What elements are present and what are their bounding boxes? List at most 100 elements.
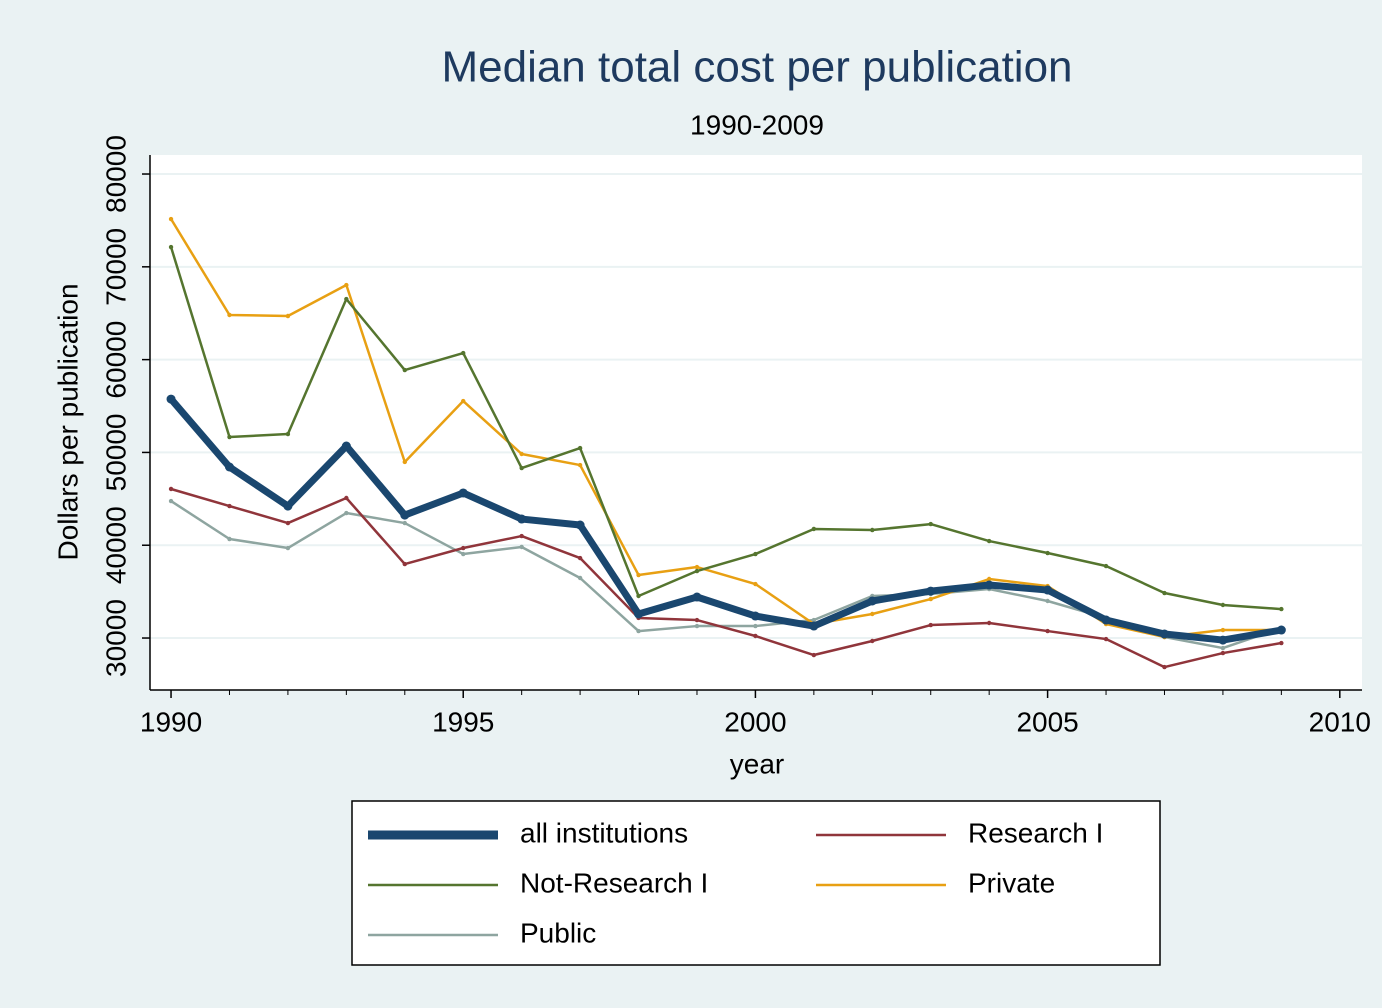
x-tick-label: 2000 [724, 706, 786, 737]
point [1159, 629, 1169, 639]
point [1103, 636, 1109, 642]
point [811, 617, 817, 623]
point [227, 536, 232, 542]
x-tick-label: 2010 [1309, 706, 1371, 737]
point [1162, 664, 1167, 670]
point [285, 520, 291, 526]
point [168, 244, 174, 250]
point [750, 611, 760, 621]
point [694, 617, 700, 623]
point [986, 538, 992, 544]
point [1045, 628, 1050, 634]
point [519, 544, 524, 550]
point [1045, 598, 1050, 604]
point [344, 282, 349, 288]
point [1276, 625, 1286, 635]
point [519, 465, 524, 471]
point [344, 510, 349, 516]
y-tick-label: 80000 [100, 135, 131, 213]
y-tick-label: 50000 [100, 413, 131, 491]
point [1220, 650, 1226, 656]
point [1218, 635, 1228, 645]
point [809, 621, 819, 631]
x-tick-label: 2005 [1016, 706, 1078, 737]
legend-label: Not-Research I [520, 867, 708, 898]
y-tick-label: 60000 [100, 321, 131, 399]
point [168, 216, 174, 222]
point [285, 313, 291, 319]
point [341, 441, 351, 451]
x-tick-label: 1995 [432, 706, 494, 737]
point [867, 596, 877, 606]
y-tick-label: 40000 [100, 506, 131, 584]
plot-region [150, 155, 1362, 690]
point [870, 527, 875, 533]
point [753, 623, 758, 629]
point [344, 495, 349, 501]
point [636, 628, 641, 634]
point [1103, 563, 1109, 569]
point [461, 545, 466, 551]
legend-box [351, 800, 1161, 966]
point [461, 551, 466, 557]
point [692, 592, 702, 602]
point [694, 623, 700, 629]
point [227, 312, 232, 318]
point [986, 576, 992, 582]
series-line [170, 487, 1282, 669]
legend-label: Public [520, 917, 596, 948]
point [402, 367, 407, 373]
point [517, 514, 527, 524]
point [575, 520, 585, 530]
point [461, 350, 466, 356]
y-tick-label: 70000 [100, 228, 131, 306]
point [283, 501, 293, 511]
series-line [169, 246, 1282, 611]
point [1220, 602, 1226, 608]
point [1162, 590, 1167, 596]
point [636, 593, 641, 599]
point [224, 462, 234, 472]
point [400, 510, 410, 520]
point [928, 596, 933, 602]
point [634, 609, 644, 619]
point [753, 581, 758, 587]
point [1220, 627, 1226, 633]
point [984, 580, 994, 590]
point [870, 638, 875, 644]
point [928, 622, 933, 628]
point [753, 551, 758, 557]
series-line [168, 396, 1282, 644]
point [168, 486, 174, 492]
point [1043, 585, 1053, 595]
x-tick-label: 1990 [140, 706, 202, 737]
point [928, 521, 933, 527]
point [870, 611, 875, 617]
legend-label: all institutions [520, 817, 688, 848]
point [166, 394, 176, 404]
point [402, 459, 407, 465]
legend-label: Private [968, 867, 1055, 898]
y-tick-label: 30000 [100, 599, 131, 677]
chart-subtitle: 1990-2009 [690, 109, 824, 140]
point [577, 462, 583, 468]
point [458, 488, 468, 498]
point [577, 575, 583, 581]
point [168, 498, 174, 504]
point [577, 445, 583, 451]
point [402, 520, 407, 526]
point [461, 398, 466, 404]
legend-label: Research I [968, 817, 1103, 848]
point [1045, 550, 1050, 556]
chart-title: Median total cost per publication [441, 43, 1072, 92]
point [811, 526, 817, 532]
point [285, 545, 291, 551]
point [227, 434, 232, 440]
point [1101, 615, 1111, 625]
point [519, 533, 524, 539]
point [577, 555, 583, 561]
point [1220, 645, 1226, 651]
point [753, 633, 758, 639]
